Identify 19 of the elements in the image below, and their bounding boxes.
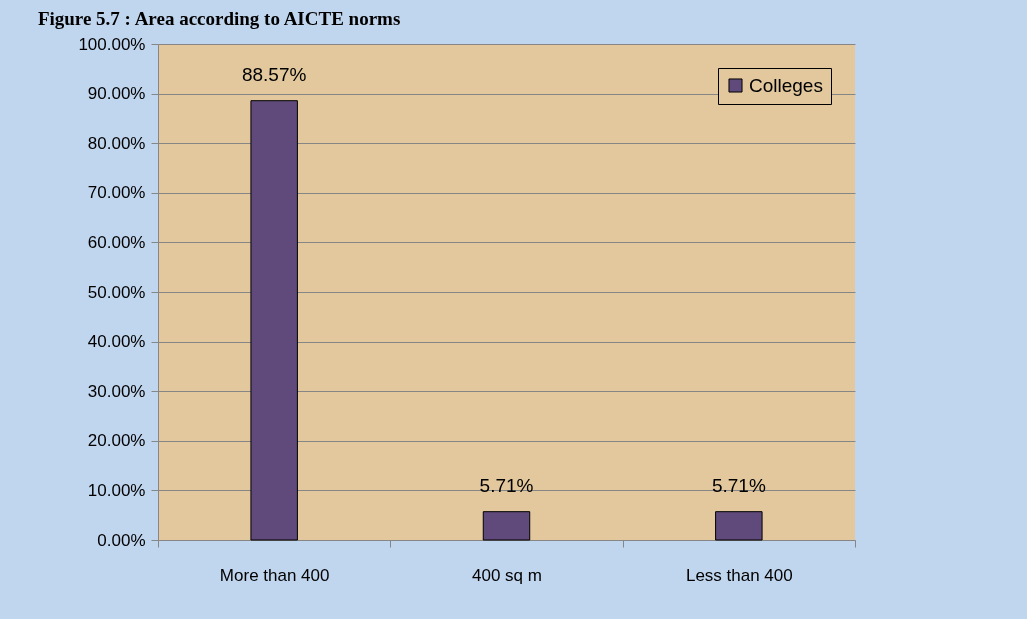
x-tick-label: Less than 400 — [685, 565, 793, 585]
y-tick-label: 100.00% — [78, 34, 146, 54]
y-tick-label: 30.00% — [87, 381, 146, 401]
y-tick-label: 40.00% — [87, 332, 146, 352]
y-tick-label: 10.00% — [87, 480, 146, 500]
x-tick-label: 400 sq m — [472, 565, 542, 585]
data-label: 88.57% — [241, 63, 307, 85]
chart-title: Figure 5.7 : Area according to AICTE norms — [37, 8, 401, 29]
y-tick-label: 70.00% — [87, 183, 146, 203]
y-tick-label: 50.00% — [87, 282, 146, 302]
data-label: 5.71% — [479, 474, 534, 496]
y-tick-label: 20.00% — [87, 431, 146, 451]
y-tick-label: 90.00% — [87, 84, 146, 104]
y-tick-label: 80.00% — [87, 133, 146, 153]
data-label: 5.71% — [711, 474, 766, 496]
x-tick-label: More than 400 — [219, 565, 330, 585]
y-tick-label: 60.00% — [87, 232, 146, 252]
y-tick-label: 0.00% — [97, 530, 146, 550]
legend-label: Colleges — [749, 74, 823, 96]
